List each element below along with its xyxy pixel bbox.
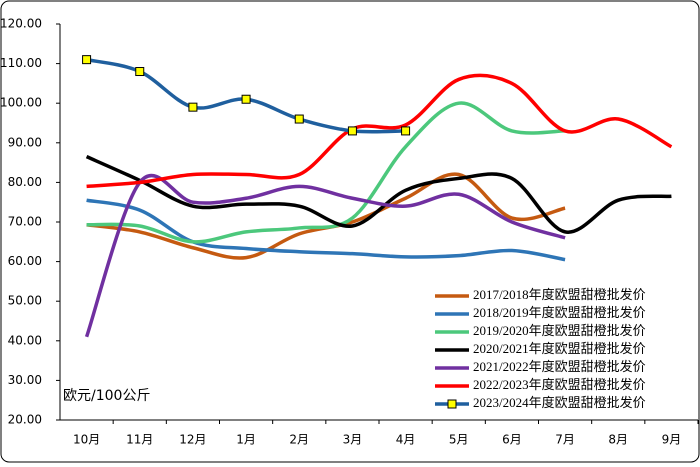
y-tick-label: 40.00 <box>8 333 42 347</box>
y-tick-label: 110.00 <box>0 56 42 70</box>
series-marker <box>82 55 92 65</box>
y-tick-label: 100.00 <box>0 96 42 110</box>
x-tick-label: 10月 <box>73 433 100 447</box>
y-tick-label: 60.00 <box>8 254 42 268</box>
y-tick-label: 90.00 <box>8 135 42 149</box>
legend-label: 2023/2024年度欧盟甜橙批发价 <box>473 395 646 410</box>
legend-label: 2022/2023年度欧盟甜橙批发价 <box>473 377 646 392</box>
legend-label: 2018/2019年度欧盟甜橙批发价 <box>473 305 646 320</box>
x-tick-label: 4月 <box>396 433 416 447</box>
y-tick-label: 50.00 <box>8 294 42 308</box>
y-tick-label: 70.00 <box>8 215 42 229</box>
y-tick-label: 20.00 <box>8 413 42 427</box>
y-tick-label: 30.00 <box>8 373 42 387</box>
legend-label: 2021/2022年度欧盟甜橙批发价 <box>473 359 646 374</box>
series-marker <box>294 114 304 124</box>
legend-label: 2019/2020年度欧盟甜橙批发价 <box>473 323 646 338</box>
series-marker <box>401 126 411 136</box>
x-tick-label: 6月 <box>502 433 522 447</box>
y-tick-label: 80.00 <box>8 175 42 189</box>
x-tick-label: 2月 <box>289 433 309 447</box>
x-tick-label: 8月 <box>608 433 628 447</box>
legend-label: 2020/2021年度欧盟甜橙批发价 <box>473 341 646 356</box>
x-tick-label: 9月 <box>662 433 682 447</box>
series-line <box>86 198 566 262</box>
x-tick-label: 11月 <box>126 433 153 447</box>
legend-marker <box>447 399 457 409</box>
x-tick-label: 3月 <box>343 433 363 447</box>
series-line <box>86 73 673 189</box>
x-tick-label: 1月 <box>236 433 256 447</box>
series-marker <box>188 102 198 112</box>
series-marker <box>347 126 357 136</box>
x-tick-label: 5月 <box>449 433 469 447</box>
series-marker <box>135 67 145 77</box>
x-tick-label: 12月 <box>179 433 206 447</box>
y-axis-label: 欧元/100公斤 <box>63 388 150 404</box>
series-line <box>85 155 672 234</box>
legend-label: 2017/2018年度欧盟甜橙批发价 <box>473 287 646 302</box>
x-tick-label: 7月 <box>555 433 575 447</box>
series-marker <box>241 94 251 104</box>
y-tick-label: 120.00 <box>0 17 42 31</box>
